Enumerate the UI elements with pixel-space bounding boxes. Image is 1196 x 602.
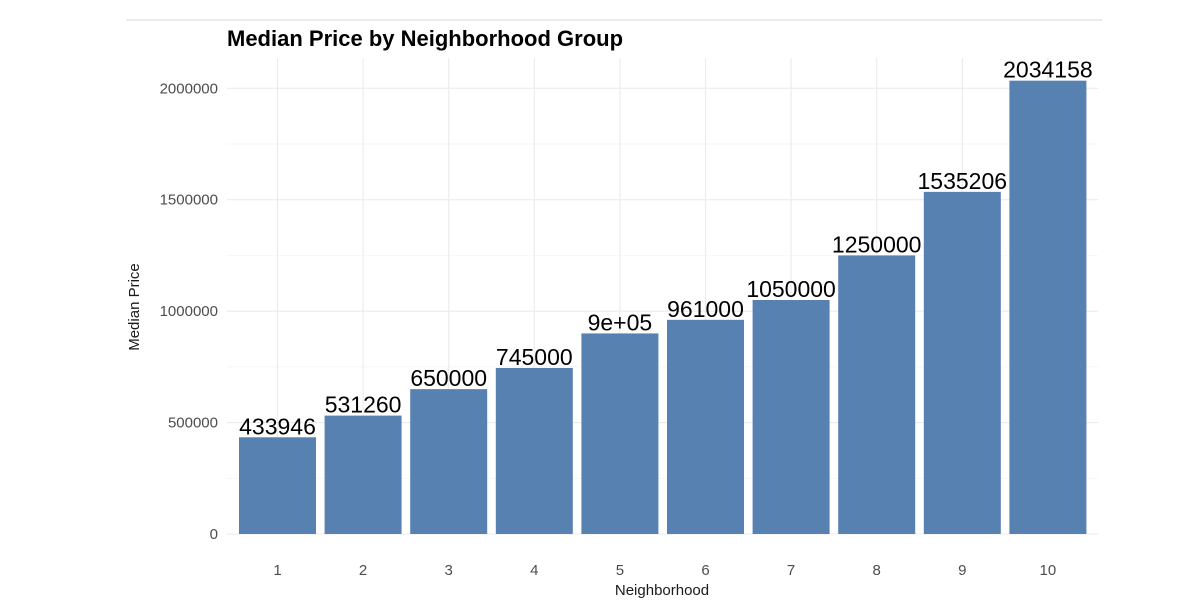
bar-3 — [410, 389, 488, 534]
y-axis-ticks: 0 500000 1000000 1500000 2000000 — [160, 80, 218, 543]
x-tick-label: 4 — [530, 562, 538, 579]
x-axis-title: Neighborhood — [615, 582, 709, 599]
y-tick-label: 1000000 — [160, 303, 218, 320]
x-tick-label: 3 — [445, 562, 453, 579]
value-label-10: 2034158 — [1003, 57, 1093, 83]
bars — [239, 80, 1087, 534]
value-labels: 433946 531260 650000 745000 9e+05 96100010500… — [239, 57, 1093, 440]
value-label-6: 961000 — [667, 296, 744, 322]
x-tick-label: 9 — [958, 562, 966, 579]
x-tick-label: 1 — [273, 562, 281, 579]
bar-4 — [495, 367, 573, 534]
value-label-8: 1250000 — [832, 231, 922, 257]
bar-1 — [239, 437, 316, 534]
value-label-1: 433946 — [239, 413, 316, 439]
x-tick-label: 7 — [787, 562, 795, 579]
x-tick-label: 6 — [701, 562, 709, 579]
x-axis-ticks: 1 2 3 4 5 6 7 8 9 10 — [273, 562, 1056, 579]
bar-6 — [667, 319, 744, 534]
y-tick-label: 500000 — [168, 415, 218, 432]
bar-2 — [324, 415, 402, 534]
x-tick-label: 8 — [873, 562, 881, 579]
bar-10 — [1009, 80, 1087, 534]
value-label-9: 1535206 — [918, 168, 1008, 194]
value-label-3: 650000 — [410, 365, 487, 391]
value-label-5: 9e+05 — [588, 309, 653, 335]
bar-7 — [752, 299, 830, 534]
bar-9 — [923, 191, 1001, 534]
chart-title: Median Price by Neighborhood Group — [227, 26, 623, 51]
x-tick-label: 10 — [1040, 562, 1057, 579]
y-tick-label: 2000000 — [160, 80, 218, 97]
x-tick-label: 5 — [616, 562, 624, 579]
x-tick-label: 2 — [359, 562, 367, 579]
y-tick-label: 0 — [210, 526, 218, 543]
bar-8 — [838, 255, 916, 534]
value-label-7: 1050000 — [746, 276, 836, 302]
bar-5 — [581, 333, 659, 534]
value-label-4: 745000 — [496, 344, 573, 370]
y-tick-label: 1500000 — [160, 192, 218, 209]
value-label-2: 531260 — [325, 392, 402, 418]
y-axis-title: Median Price — [126, 263, 143, 351]
